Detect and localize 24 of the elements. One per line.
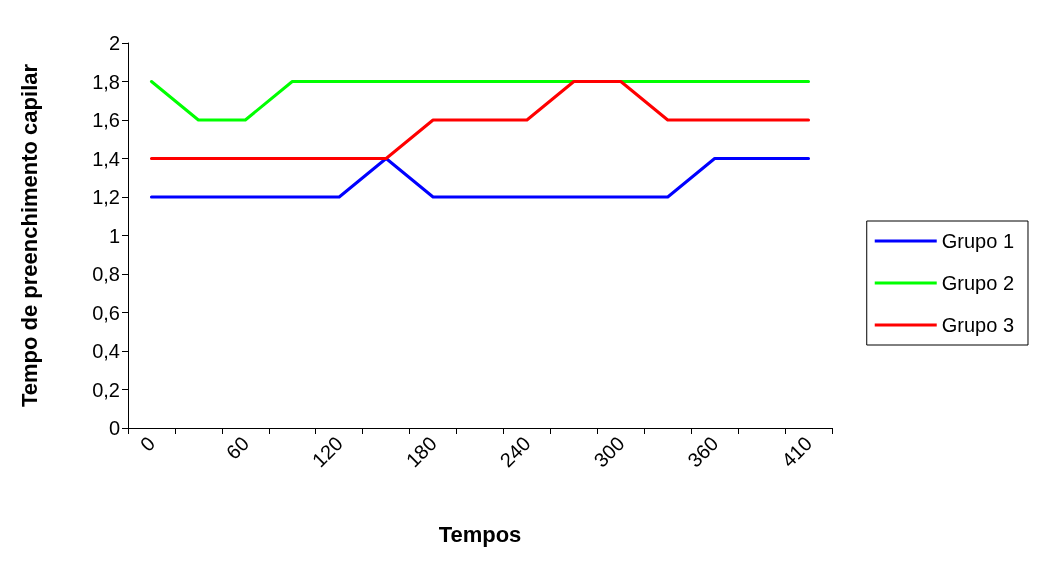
legend-label: Grupo 3 [941, 314, 1014, 336]
y-tick-label: 0,2 [92, 378, 120, 401]
y-tick-label: 1,4 [92, 147, 120, 170]
x-tick-label: 180 [401, 432, 441, 472]
y-tick-label: 1,8 [92, 70, 120, 93]
y-axis-title: Tempo de preenchimento capilar [16, 63, 42, 408]
x-tick-label: 360 [683, 432, 723, 472]
y-tick-label: 2 [108, 32, 120, 54]
y-tick-label: 1,2 [92, 186, 120, 208]
legend-label: Grupo 1 [941, 230, 1014, 252]
x-tick-label: 0 [135, 432, 160, 456]
x-tick-label: 120 [307, 432, 347, 472]
x-tick-label: 300 [589, 432, 629, 472]
y-tick-label: 0,4 [92, 340, 120, 362]
x-axis-title: Tempos [438, 521, 522, 547]
y-tick-label: 1,6 [92, 109, 120, 131]
legend-label: Grupo 2 [941, 272, 1014, 294]
y-tick-label: 0,6 [92, 301, 120, 324]
x-tick-label: 410 [777, 432, 817, 472]
x-tick-label: 60 [221, 432, 254, 464]
y-tick-label: 1 [108, 224, 120, 247]
y-tick-label: 0,8 [92, 263, 120, 285]
y-tick-label: 0 [108, 417, 120, 439]
x-tick-label: 240 [495, 432, 535, 472]
